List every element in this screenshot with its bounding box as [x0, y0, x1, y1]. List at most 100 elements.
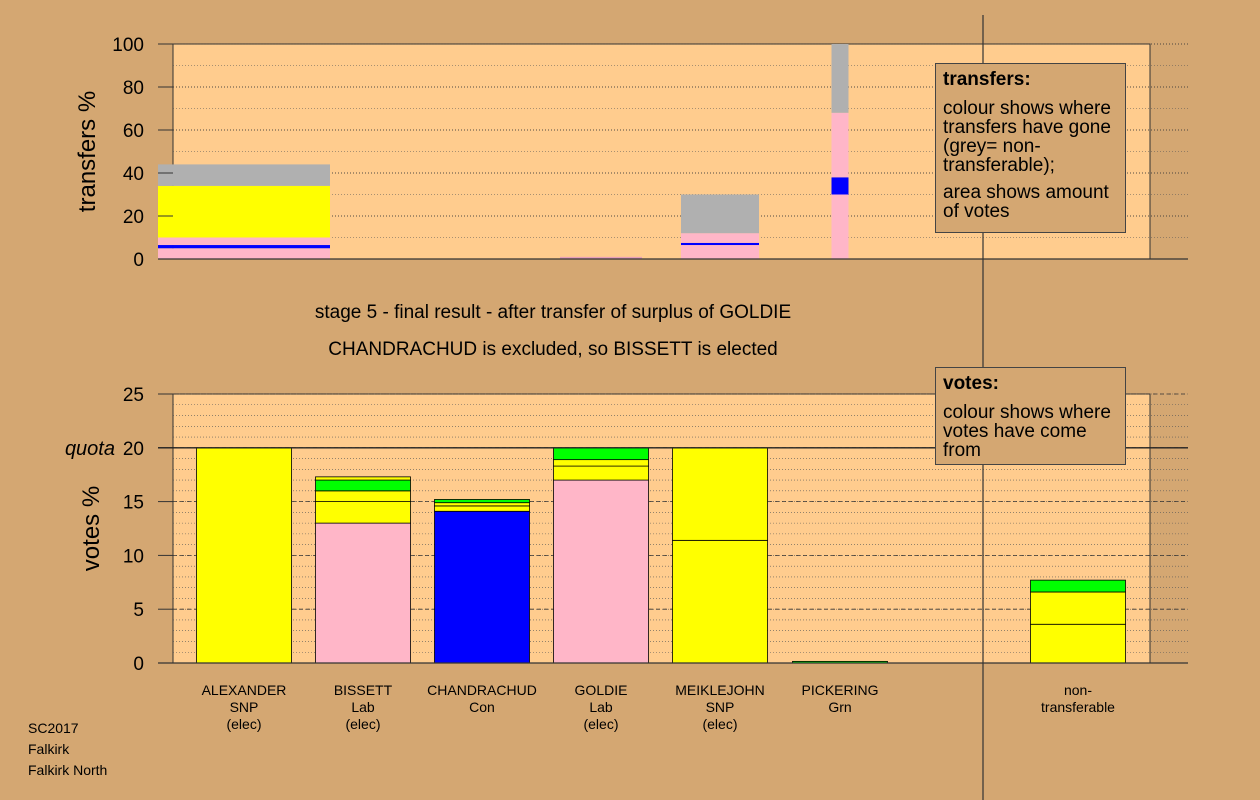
candidate-party: SNP: [230, 699, 259, 715]
votes-segment-bissett-1: [315, 501, 411, 524]
votes-segment-non-transferable-1: [1030, 591, 1126, 625]
votes-bar-bissett: [315, 476, 411, 664]
candidate-label-alexander: ALEXANDER SNP (elec): [202, 682, 287, 732]
quota-label: quota: [65, 438, 115, 460]
transfers-bar-meiklejohn: [681, 194, 759, 259]
votes-bar-meiklejohn: [672, 447, 768, 664]
transfers-tick-label: 20: [123, 207, 144, 228]
votes-segment-chandrachud-3: [434, 499, 530, 504]
candidate-name: GOLDIE: [575, 682, 628, 698]
votes-segment-goldie-3: [553, 447, 649, 461]
votes-legend-note: votes: colour shows where votes have com…: [935, 367, 1126, 465]
transfers-segment-meiklejohn-1: [681, 242, 759, 246]
candidate-name: PICKERING: [801, 682, 878, 698]
candidate-status: (elec): [702, 716, 737, 732]
candidate-label-chandrachud: CHANDRACHUD Con: [427, 682, 537, 715]
votes-segment-chandrachud-2: [434, 502, 530, 507]
transfers-note-area: area shows amount of votes: [943, 182, 1109, 222]
votes-segment-chandrachud-0: [434, 510, 530, 664]
candidate-party: Grn: [828, 699, 851, 715]
votes-segment-chandrachud-1: [434, 505, 530, 512]
transfers-segment-alexander-0: [158, 248, 330, 259]
votes-segment-non-transferable-0: [1030, 623, 1126, 664]
candidate-name: ALEXANDER: [202, 682, 287, 698]
votes-bar-goldie: [553, 447, 649, 664]
votes-segment-meiklejohn-0: [672, 539, 768, 664]
stage-subtitle: CHANDRACHUD is excluded, so BISSETT is e…: [328, 339, 777, 360]
transfers-note-heading: transfers:: [943, 69, 1031, 90]
candidate-label-pickering: PICKERING Grn: [801, 682, 878, 715]
votes-segment-meiklejohn-1: [672, 447, 768, 541]
transfers-bars: [158, 44, 849, 259]
votes-note-text: colour shows where votes have come from: [943, 402, 1111, 461]
transfers-segment-meiklejohn-2: [681, 233, 759, 243]
transfers-segment-pickering-2: [831, 112, 849, 178]
votes-y-axis-label: votes %: [78, 486, 105, 571]
candidate-label-non-transferable: non-transferable: [1041, 682, 1115, 715]
footer-council: Falkirk: [28, 741, 70, 757]
transfers-segment-alexander-4: [158, 164, 330, 186]
transfers-segment-meiklejohn-3: [681, 194, 759, 234]
candidate-party: Lab: [351, 699, 375, 715]
candidate-status: (elec): [583, 716, 618, 732]
candidate-status: (elec): [345, 716, 380, 732]
transfers-axis: 0 20 40 60 80 100 transfers %: [74, 35, 1188, 271]
footer-ward: Falkirk North: [28, 762, 108, 778]
votes-tick-label: 0: [133, 654, 144, 675]
transfers-tick-label: 0: [133, 250, 144, 271]
votes-axis: 0 5 10 15 20 25 votes % quota: [65, 385, 1188, 675]
candidate-party: SNP: [706, 699, 735, 715]
candidate-name: BISSETT: [334, 682, 393, 698]
transfers-y-axis-label: transfers %: [74, 91, 101, 212]
transfers-tick-label: 100: [112, 35, 144, 56]
transfers-segment-alexander-1: [158, 245, 330, 249]
footer-election: SC2017: [28, 720, 79, 736]
candidate-label-bissett: BISSETT Lab (elec): [334, 682, 393, 732]
transfers-note-text: colour shows where transfers have gone (…: [943, 98, 1111, 176]
votes-tick-label: 25: [123, 385, 144, 406]
votes-segment-alexander-0: [196, 447, 292, 664]
transfers-bar-goldie: [560, 256, 642, 259]
transfers-tick-label: 60: [123, 121, 144, 142]
votes-tick-label: 15: [123, 493, 144, 514]
stage-title: stage 5 - final result - after transfer …: [315, 302, 791, 323]
candidate-status: (elec): [226, 716, 261, 732]
candidate-party: Con: [469, 699, 495, 715]
candidate-party: transferable: [1041, 699, 1115, 715]
transfers-tick-label: 40: [123, 164, 144, 185]
transfers-tick-label: 80: [123, 78, 144, 99]
transfers-segment-goldie-0: [560, 256, 642, 259]
votes-bar-chandrachud: [434, 499, 530, 664]
votes-tick-label: 20: [123, 439, 144, 460]
votes-tick-label: 10: [123, 546, 144, 567]
candidate-name: CHANDRACHUD: [427, 682, 537, 698]
transfers-legend-note: transfers: colour shows where transfers …: [935, 63, 1126, 233]
candidate-name: MEIKLEJOHN: [675, 682, 764, 698]
transfers-segment-alexander-2: [158, 237, 330, 246]
votes-segment-non-transferable-2: [1030, 579, 1126, 593]
candidate-label-goldie: GOLDIE Lab (elec): [575, 682, 628, 732]
votes-note-heading: votes:: [943, 373, 999, 394]
transfers-segment-pickering-3: [831, 44, 849, 113]
transfers-segment-meiklejohn-0: [681, 245, 759, 259]
votes-bar-non-transferable: [1030, 579, 1126, 664]
votes-bar-alexander: [196, 447, 292, 664]
votes-segment-bissett-3: [315, 479, 411, 492]
votes-tick-label: 5: [133, 600, 144, 621]
votes-segment-bissett-2: [315, 490, 411, 502]
transfers-bar-pickering: [831, 44, 849, 259]
candidate-name: non-: [1064, 682, 1092, 698]
transfers-bar-alexander: [158, 164, 330, 259]
votes-segment-bissett-0: [315, 522, 411, 664]
votes-segment-goldie-1: [553, 465, 649, 481]
candidate-label-meiklejohn: MEIKLEJOHN SNP (elec): [675, 682, 764, 732]
votes-segment-goldie-2: [553, 459, 649, 467]
transfers-segment-alexander-3: [158, 185, 330, 238]
candidate-labels: ALEXANDER SNP (elec)BISSETT Lab (elec)CHANDR…: [202, 682, 1116, 732]
transfers-segment-pickering-1: [831, 177, 849, 195]
votes-bars: [196, 447, 1126, 664]
votes-segment-bissett-4: [315, 476, 411, 481]
transfers-segment-pickering-0: [831, 194, 849, 259]
candidate-party: Lab: [589, 699, 613, 715]
votes-segment-goldie-0: [553, 479, 649, 664]
